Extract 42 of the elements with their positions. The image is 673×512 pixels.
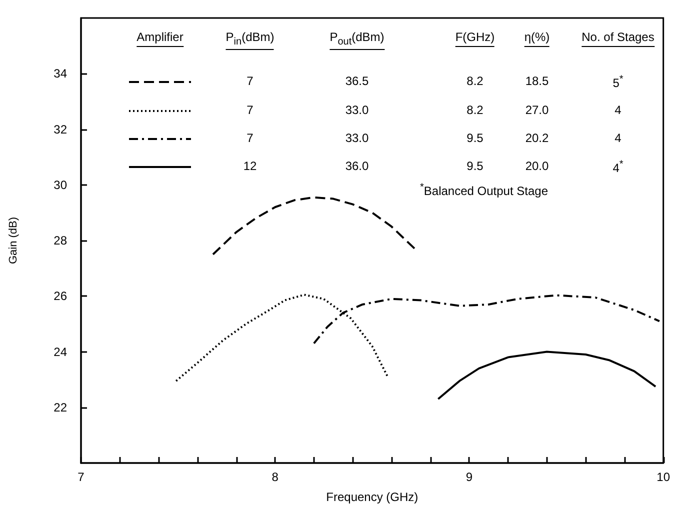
y-tick-label: 30	[54, 178, 68, 192]
annotation: η(%)	[524, 30, 550, 47]
annotation: 7	[246, 103, 254, 117]
annotation: 36.5	[345, 74, 369, 88]
y-tick-label: 28	[54, 234, 68, 248]
annotation: 33.0	[345, 103, 369, 117]
annotation: 12	[243, 159, 257, 173]
annotation: F(GHz)	[455, 30, 495, 47]
annotation: 18.5	[525, 74, 549, 88]
annotation: 7	[246, 74, 254, 88]
annotation: 8.2	[466, 103, 484, 117]
line-series	[212, 196, 416, 256]
annotation: P$_{in}$(dBm)	[226, 30, 274, 50]
y-tick-label: 24	[54, 344, 68, 359]
annotation: 7	[246, 131, 254, 145]
y-axis-title: Gain (dB)	[8, 216, 20, 264]
annotation: 5$^{*}$	[612, 74, 624, 90]
annotation: No. of Stages	[582, 30, 654, 47]
x-tick-label: 10	[656, 470, 670, 484]
y-tick-label: 34	[54, 66, 68, 81]
annotation: 27.0	[525, 103, 549, 117]
annotation: P$_{out}$(dBm)	[330, 30, 384, 50]
x-axis-title: Frequency (GHz)	[326, 490, 418, 504]
annotation: 20.2	[525, 131, 549, 145]
annotation: 4$^{*}$	[612, 159, 624, 175]
y-tick-label: 26	[54, 289, 68, 304]
annotation: $^{*}$Balanced Output Stage	[420, 182, 548, 198]
x-tick-label: 7	[78, 470, 85, 484]
annotation: 20.0	[525, 159, 549, 173]
y-tick-label: 22	[54, 400, 68, 414]
annotation: 4	[614, 131, 622, 145]
annotation: 36.0	[345, 159, 369, 173]
x-tick-label: 9	[466, 470, 473, 484]
annotation: Amplifier	[136, 30, 184, 47]
y-tick-label: 32	[54, 122, 68, 136]
x-tick-label: 8	[272, 470, 279, 484]
annotation: 33.0	[345, 131, 369, 145]
annotation: 9.5	[466, 131, 484, 145]
annotation: 4	[614, 103, 622, 117]
annotation: 9.5	[466, 159, 484, 173]
line-series	[437, 350, 657, 400]
annotation: 8.2	[466, 74, 484, 88]
